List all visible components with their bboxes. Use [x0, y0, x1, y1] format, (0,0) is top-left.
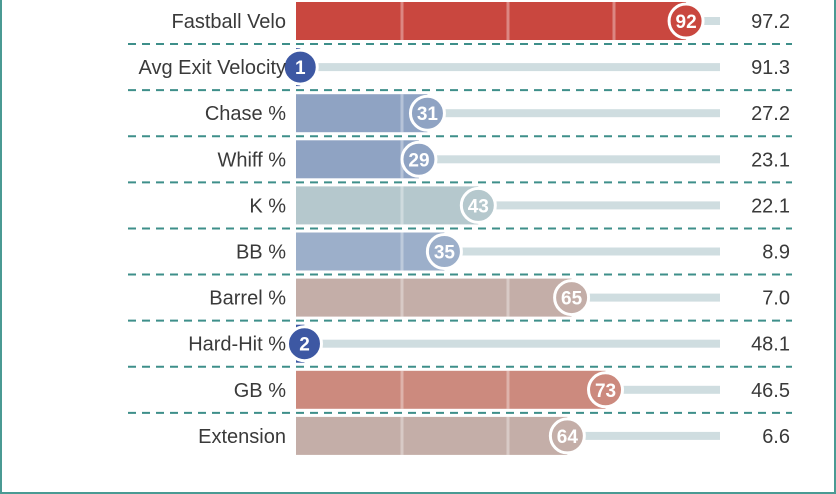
percentile-label: 2 [299, 335, 310, 356]
track-line [296, 247, 720, 256]
percentile-bar [296, 278, 572, 317]
percentile-circle [548, 417, 586, 455]
percentile-label: 64 [557, 427, 579, 448]
percentile-circle [553, 279, 591, 317]
category-label: Fastball Velo [171, 11, 286, 33]
percentile-label: 43 [468, 196, 489, 217]
percentile-circle [281, 48, 319, 86]
category-label: Whiff % [217, 149, 286, 171]
percentile-label: 92 [676, 12, 697, 33]
percentile-circle [667, 2, 705, 40]
percentile-circle [459, 186, 497, 224]
value-label: 8.9 [762, 242, 790, 264]
percentile-circle [400, 140, 438, 178]
percentile-circle [408, 94, 446, 132]
percentile-label: 1 [295, 58, 306, 79]
track-line [296, 109, 720, 118]
value-label: 22.1 [751, 195, 790, 217]
value-label: 46.5 [751, 380, 790, 402]
percentile-bar [296, 186, 479, 225]
category-label: GB % [234, 380, 286, 402]
category-label: BB % [236, 242, 286, 264]
percentile-circle [425, 233, 463, 270]
value-label: 6.6 [762, 426, 790, 448]
percentile-bar [296, 94, 428, 133]
percentile-label: 31 [417, 104, 439, 125]
category-label: Barrel % [209, 288, 286, 310]
category-label: Extension [198, 426, 286, 448]
percentile-label: 35 [434, 243, 456, 264]
percentile-circle [285, 325, 323, 363]
percentile-bar [296, 416, 568, 455]
track-line [296, 339, 720, 348]
value-label: 48.1 [751, 334, 790, 356]
category-label: Chase % [205, 103, 286, 125]
value-label: 23.1 [751, 149, 790, 171]
percentile-bar [296, 370, 606, 409]
category-label: K % [249, 195, 286, 217]
percentile-label: 65 [561, 289, 583, 310]
percentile-bar [296, 232, 445, 271]
percentile-circle [587, 371, 625, 409]
track-line [296, 155, 720, 164]
percentile-bar [296, 140, 419, 179]
percentile-label: 73 [595, 381, 616, 402]
percentile-bar [296, 2, 687, 40]
track-line [296, 201, 720, 210]
percentile-label: 29 [408, 150, 429, 171]
value-label: 7.0 [762, 288, 790, 310]
category-label: Avg Exit Velocity [139, 57, 286, 79]
track-line [296, 63, 720, 72]
value-label: 97.2 [751, 11, 790, 33]
value-label: 91.3 [751, 57, 790, 79]
category-label: Hard-Hit % [188, 334, 286, 356]
value-label: 27.2 [751, 103, 790, 125]
